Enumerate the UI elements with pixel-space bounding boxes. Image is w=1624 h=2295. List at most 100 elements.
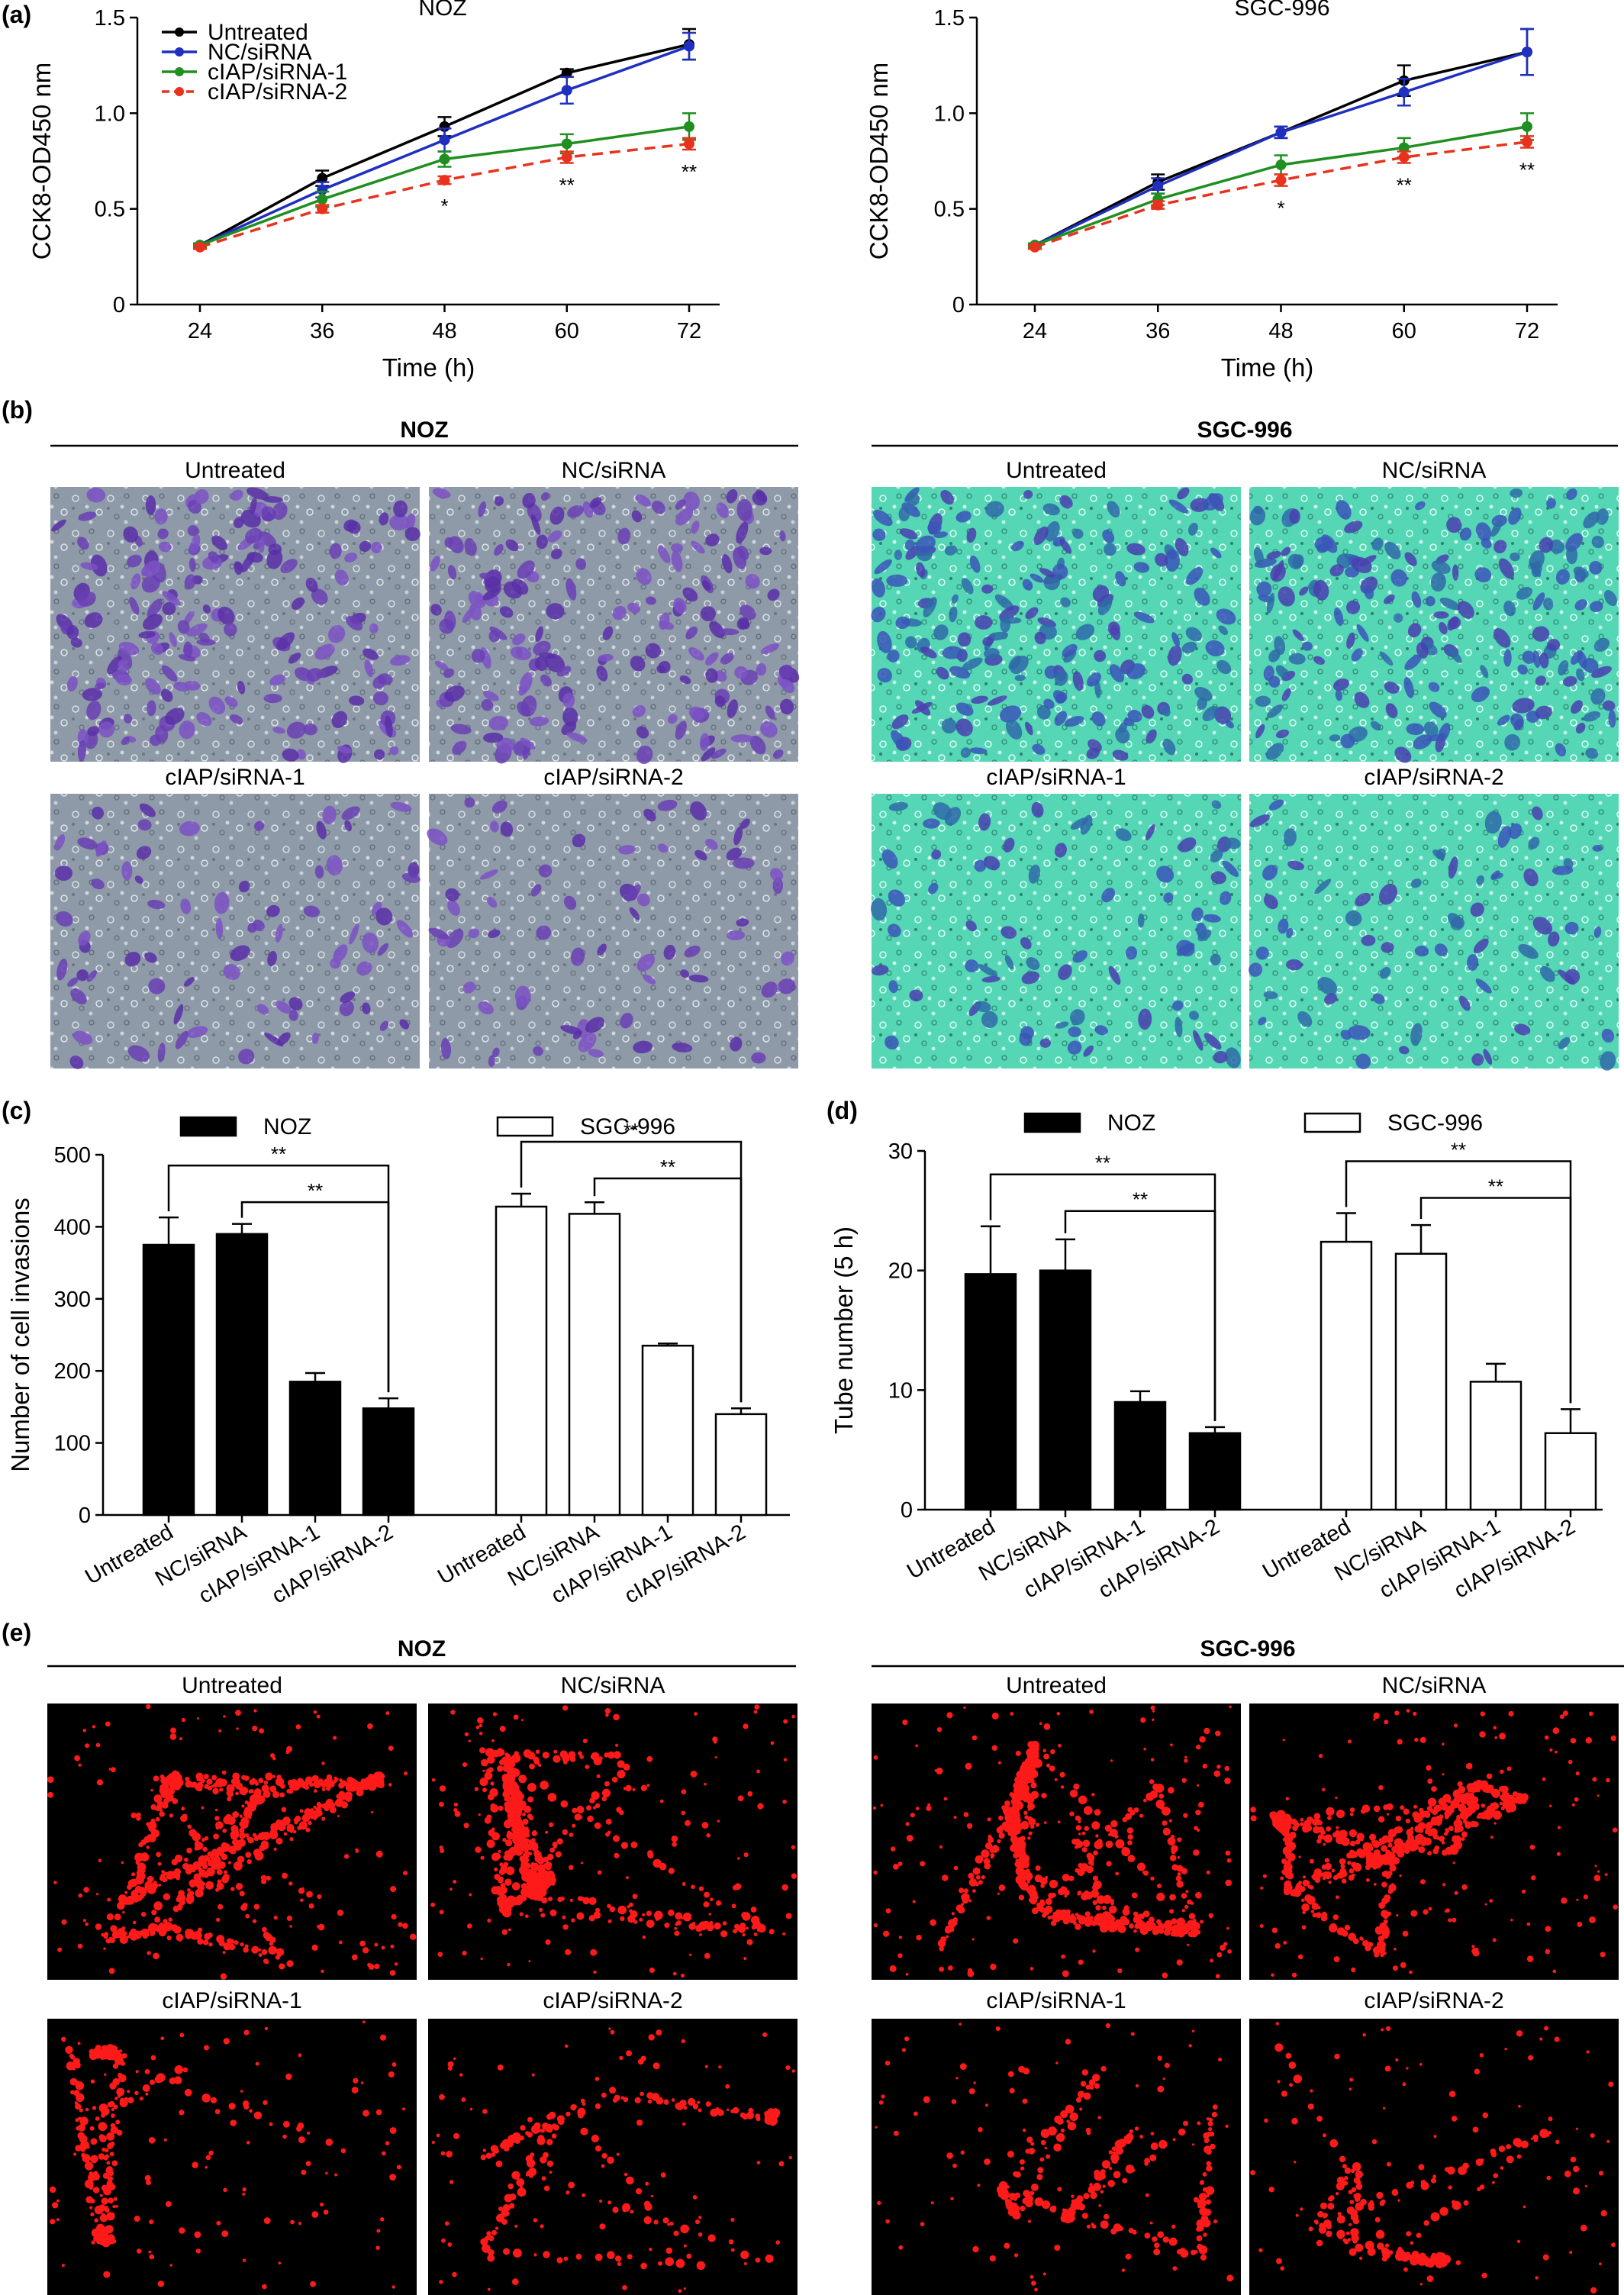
fluorescent-cell [594,2253,603,2261]
stained-cell [375,907,393,926]
fluorescent-cell [952,2163,957,2168]
fluorescent-cell [536,2136,546,2145]
bar [495,1205,548,1517]
fluorescent-cell [497,2065,504,2071]
fluorescent-cell [986,1916,991,1920]
fluorescent-cell [202,1864,208,1870]
fluorescent-cell [1022,2128,1026,2132]
fluorescent-cell [997,1761,1001,1765]
fluorescent-cell [560,1897,565,1901]
fluorescent-cell [488,1829,495,1837]
fluorescent-cell [1287,1839,1291,1842]
fluorescent-cell [151,1910,157,1916]
fluorescent-cell [103,1947,106,1950]
stained-cell [127,554,142,568]
fluorescent-cell [1427,1831,1433,1837]
fluorescent-cell [778,2161,785,2167]
stained-cell [238,880,250,893]
fluorescent-cell [236,1727,239,1730]
fluorescent-cell [1030,1782,1037,1789]
fluorescent-cell [1202,2172,1207,2177]
fluorescent-cell [213,1833,219,1840]
fluorescent-cell [633,1919,638,1924]
fluorescent-cell [1310,1910,1315,1913]
stained-cell [1379,651,1394,666]
fluorescent-cell [94,2218,98,2222]
stained-cell [1034,631,1046,645]
fluorescent-cell [668,1868,675,1874]
fluorescent-cell [547,1853,554,1861]
fluorescent-cell [1203,2193,1207,2197]
y-tick-label: 200 [54,1359,91,1384]
stained-cell [344,553,358,562]
fluorescent-cell [79,2135,88,2143]
image-label: cIAP/siRNA-2 [543,765,683,790]
stained-cell [701,747,716,762]
fluorescent-cell [1442,1883,1445,1887]
stained-cell [1503,600,1516,617]
fluorescent-cell [674,1926,678,1930]
fluorescent-cell [1597,1794,1600,1797]
stained-cell [636,745,653,765]
stained-cell [468,928,480,939]
image-label: cIAP/siRNA-1 [986,765,1126,790]
stained-cell [443,668,455,679]
fluorescent-cell [468,1739,471,1742]
stained-cell [1535,705,1552,720]
x-tick-label: 72 [1515,319,1539,343]
stained-cell [1171,1000,1184,1011]
fluorescent-cell [674,1930,680,1936]
fluorescent-cell [1606,1778,1610,1783]
fluorescent-cell [1341,1878,1347,1884]
fluorescent-cell [519,1800,527,1808]
fluorescent-cell [1184,1904,1189,1910]
fluorescent-cell [507,1830,511,1836]
stained-cell [1204,1033,1222,1049]
stained-cell [1088,739,1102,753]
fluorescent-cell [201,1882,206,1886]
x-tick-label: 48 [432,319,456,343]
fluorescent-cell [338,1782,345,1789]
fluorescent-cell [526,2171,530,2175]
fluorescent-cell [98,2153,105,2160]
fluorescent-cell [1361,1937,1365,1941]
stained-cell [371,541,382,553]
fluorescent-cell [1107,2180,1115,2187]
fluorescent-cell [1574,1797,1579,1802]
fluorescent-cell [298,2136,305,2144]
fluorescent-cell [1274,1943,1281,1949]
stained-cell [430,556,440,572]
y-tick-label: 1.0 [95,102,125,126]
fluorescent-cell [1471,1945,1475,1948]
fluorescent-cell [191,1781,198,1788]
fluorescent-cell [1013,1938,1019,1944]
fluorescent-cell [1004,1800,1010,1807]
fluorescent-cell [218,1729,222,1733]
stained-cell [66,625,79,640]
stained-cell [1497,826,1512,848]
stained-cell [909,989,923,1002]
stained-cell [726,488,738,504]
fluorescent-cell [1427,1778,1433,1784]
fluorescent-cell [1549,1804,1552,1807]
stained-cell [1378,884,1398,905]
fluorescent-cell [527,1783,536,1792]
legend-label: Untreated [208,20,308,45]
fluorescent-cell [93,2236,98,2242]
stained-cell [1439,598,1461,611]
fluorescent-cell [1321,1864,1327,1870]
stained-cell [1299,586,1309,596]
fluorescent-cell [374,1963,380,1969]
fluorescent-cell [1373,1712,1380,1720]
fluorescent-cell [785,2065,791,2071]
fluorescent-cell [1197,1784,1200,1787]
fluorescent-cell [474,1787,479,1791]
fluorescent-cell [1171,1864,1178,1871]
fluorescent-cell [172,1798,179,1804]
stained-cell [1125,946,1138,960]
stained-cell [1467,954,1479,972]
fluorescent-cell [946,1712,953,1719]
fluorescent-cell [1100,2220,1109,2229]
fluorescent-cell [253,1709,257,1713]
